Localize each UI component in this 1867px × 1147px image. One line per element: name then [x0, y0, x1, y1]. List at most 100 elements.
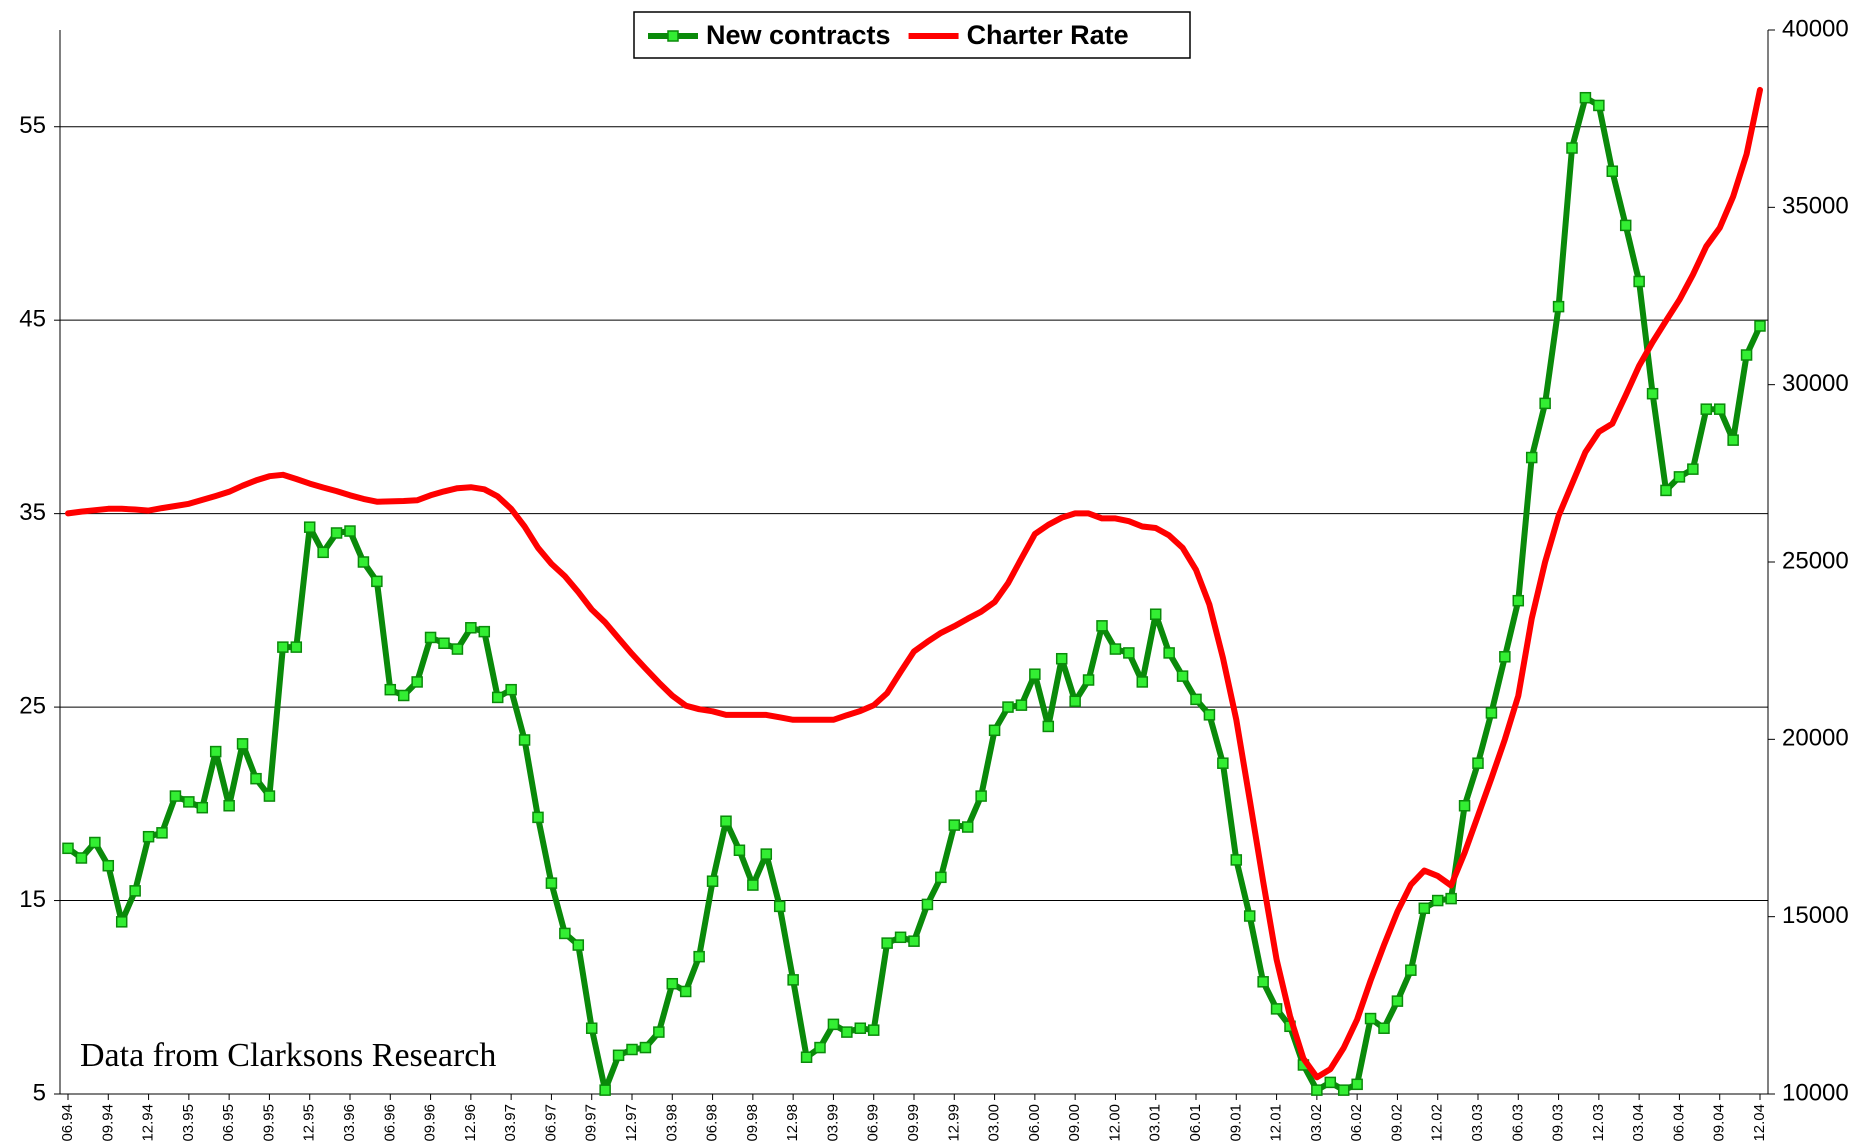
marker — [559, 927, 571, 940]
marker — [290, 641, 303, 653]
marker — [263, 790, 276, 802]
x-tick-label: 09.95 — [260, 1104, 277, 1142]
marker — [1660, 484, 1672, 497]
y2-tick-label: 30000 — [1782, 370, 1849, 397]
marker — [1405, 964, 1417, 976]
marker — [908, 935, 920, 947]
marker — [424, 631, 437, 644]
marker — [666, 977, 679, 990]
x-tick-label: 03.96 — [341, 1104, 358, 1142]
y2-tick-label: 40000 — [1782, 15, 1849, 42]
marker — [1391, 995, 1404, 1007]
marker — [1029, 668, 1041, 680]
x-tick-label: 09.94 — [99, 1104, 116, 1142]
x-tick-label: 06.03 — [1509, 1104, 1526, 1142]
marker — [1123, 647, 1135, 659]
x-tick-label: 06.04 — [1670, 1104, 1687, 1142]
marker — [236, 738, 249, 750]
marker — [75, 852, 88, 864]
marker — [1485, 707, 1498, 719]
x-tick-label: 12.97 — [623, 1104, 640, 1142]
marker — [196, 801, 209, 814]
x-tick-label: 03.03 — [1469, 1104, 1486, 1142]
marker — [1364, 1012, 1377, 1025]
marker — [1727, 434, 1739, 446]
marker — [787, 974, 799, 986]
marker — [344, 525, 356, 537]
y-tick-label: 45 — [19, 306, 46, 333]
marker — [411, 676, 423, 688]
x-tick-label: 06.96 — [381, 1104, 398, 1142]
x-tick-label: 06.95 — [220, 1104, 237, 1142]
marker — [988, 724, 1001, 737]
marker — [948, 819, 961, 831]
x-tick-label: 06.94 — [59, 1104, 76, 1142]
y2-tick-label: 25000 — [1782, 547, 1849, 574]
y2-tick-label: 15000 — [1782, 902, 1849, 929]
marker — [1243, 910, 1256, 922]
y-tick-label: 35 — [19, 499, 46, 526]
x-tick-label: 12.99 — [945, 1104, 962, 1142]
x-tick-label: 12.94 — [140, 1104, 157, 1142]
series-line — [65, 86, 1763, 1081]
x-tick-label: 03.95 — [180, 1104, 197, 1142]
marker — [1593, 99, 1605, 112]
x-tick-label: 12.98 — [784, 1104, 801, 1142]
marker — [142, 830, 155, 843]
marker — [1539, 397, 1551, 410]
marker — [209, 745, 222, 758]
x-tick-label: 12.01 — [1268, 1104, 1285, 1142]
y-tick-label: 5 — [33, 1079, 46, 1106]
marker — [1579, 91, 1592, 104]
x-tick-label: 09.98 — [744, 1104, 761, 1142]
marker — [1646, 387, 1659, 400]
marker — [1512, 594, 1525, 607]
x-tick-label: 09.99 — [905, 1104, 922, 1142]
marker — [518, 734, 531, 746]
marker — [1687, 463, 1699, 475]
marker — [572, 939, 585, 951]
marker — [975, 790, 987, 802]
marker — [1190, 693, 1202, 706]
legend-label: New contracts — [706, 20, 891, 50]
marker — [1257, 976, 1269, 988]
marker — [1176, 670, 1189, 682]
marker — [1217, 757, 1229, 769]
x-tick-label: 03.99 — [824, 1104, 841, 1142]
marker — [1136, 676, 1149, 688]
marker — [867, 1024, 880, 1036]
x-tick-label: 12.96 — [462, 1104, 479, 1142]
marker — [841, 1026, 853, 1038]
marker — [1754, 320, 1766, 332]
marker — [1552, 300, 1565, 313]
x-tick-label: 09.03 — [1550, 1104, 1567, 1142]
x-tick-label: 09.04 — [1711, 1104, 1728, 1142]
marker — [1633, 275, 1645, 288]
marker — [223, 800, 235, 812]
marker — [505, 683, 517, 696]
marker — [854, 1022, 867, 1034]
marker — [1203, 709, 1216, 721]
marker — [935, 871, 947, 884]
x-tick-label: 06.99 — [865, 1104, 882, 1142]
marker — [1619, 219, 1632, 232]
marker — [1445, 892, 1457, 905]
marker — [1525, 451, 1538, 464]
marker — [599, 1084, 611, 1096]
marker — [653, 1026, 665, 1038]
marker — [169, 790, 182, 802]
x-tick-label: 03.04 — [1630, 1104, 1647, 1142]
legend-label: Charter Rate — [967, 20, 1129, 50]
x-tick-label: 12.00 — [1106, 1104, 1123, 1142]
legend-marker — [667, 30, 679, 42]
marker — [250, 772, 262, 785]
marker — [330, 527, 343, 539]
marker — [317, 546, 329, 559]
marker — [747, 879, 759, 891]
marker — [827, 1018, 840, 1031]
marker — [760, 848, 773, 860]
marker — [1566, 142, 1578, 154]
marker — [773, 900, 786, 913]
x-tick-label: 06.02 — [1348, 1104, 1365, 1142]
